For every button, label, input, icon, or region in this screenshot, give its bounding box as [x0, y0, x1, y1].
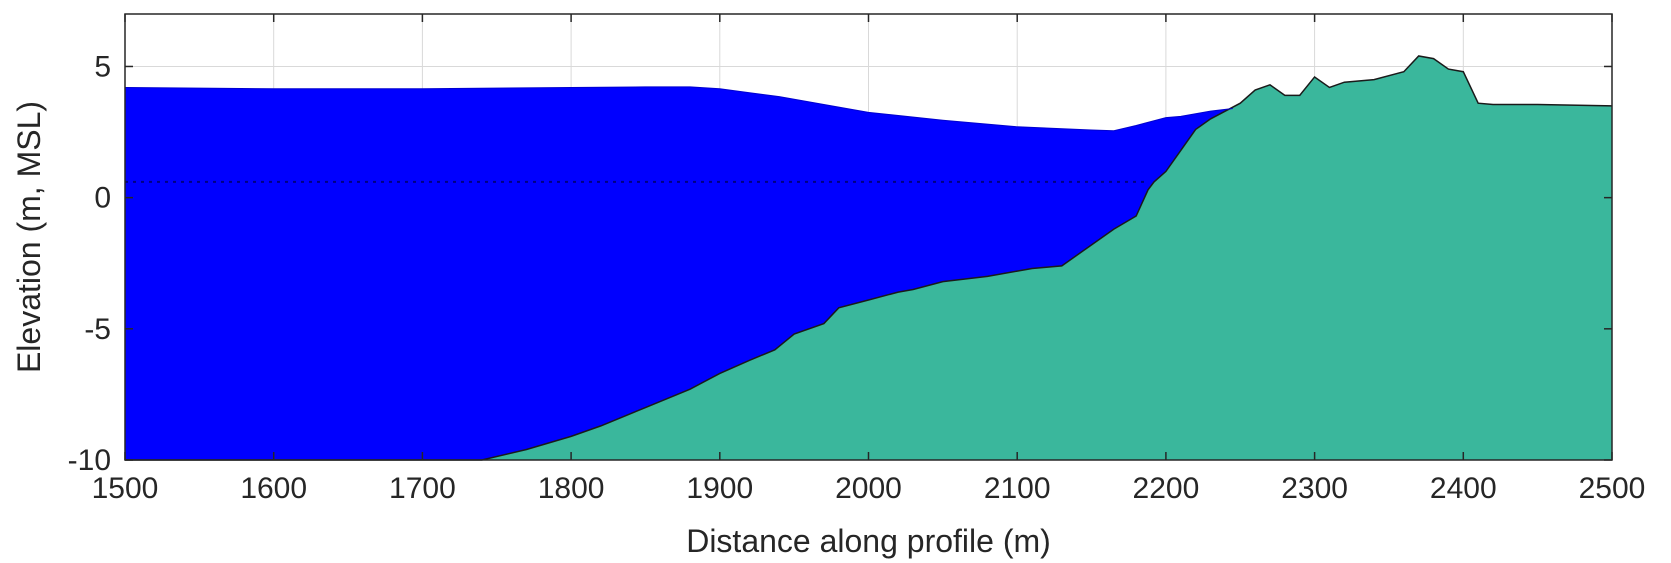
water-surface-line	[124, 86, 1233, 132]
y-tick-label: -10	[68, 444, 111, 477]
x-axis-label: Distance along profile (m)	[686, 523, 1051, 559]
y-tick-label: -5	[84, 313, 111, 346]
x-tick-label: 2100	[984, 472, 1051, 505]
ground-area	[125, 55, 1612, 460]
x-tick-label: 2400	[1430, 472, 1497, 505]
x-tick-label: 2000	[835, 472, 902, 505]
x-tick-label: 1800	[538, 472, 605, 505]
x-tick-label: 2300	[1281, 472, 1348, 505]
y-tick-label: 5	[94, 50, 111, 83]
ground-outline	[125, 55, 1613, 461]
x-tick-label: 2500	[1579, 472, 1646, 505]
y-axis-label: Elevation (m, MSL)	[11, 101, 47, 373]
y-tick-label: 0	[94, 182, 111, 215]
x-tick-label: 1600	[240, 472, 307, 505]
axis-ticks: 1500 1600 1700 1800 1900 2000 2100 2200 2300 2400…	[68, 14, 1646, 505]
x-tick-label: 1700	[389, 472, 456, 505]
x-tick-label: 2200	[1133, 472, 1200, 505]
x-tick-label: 1500	[92, 472, 159, 505]
x-tick-label: 1900	[686, 472, 753, 505]
